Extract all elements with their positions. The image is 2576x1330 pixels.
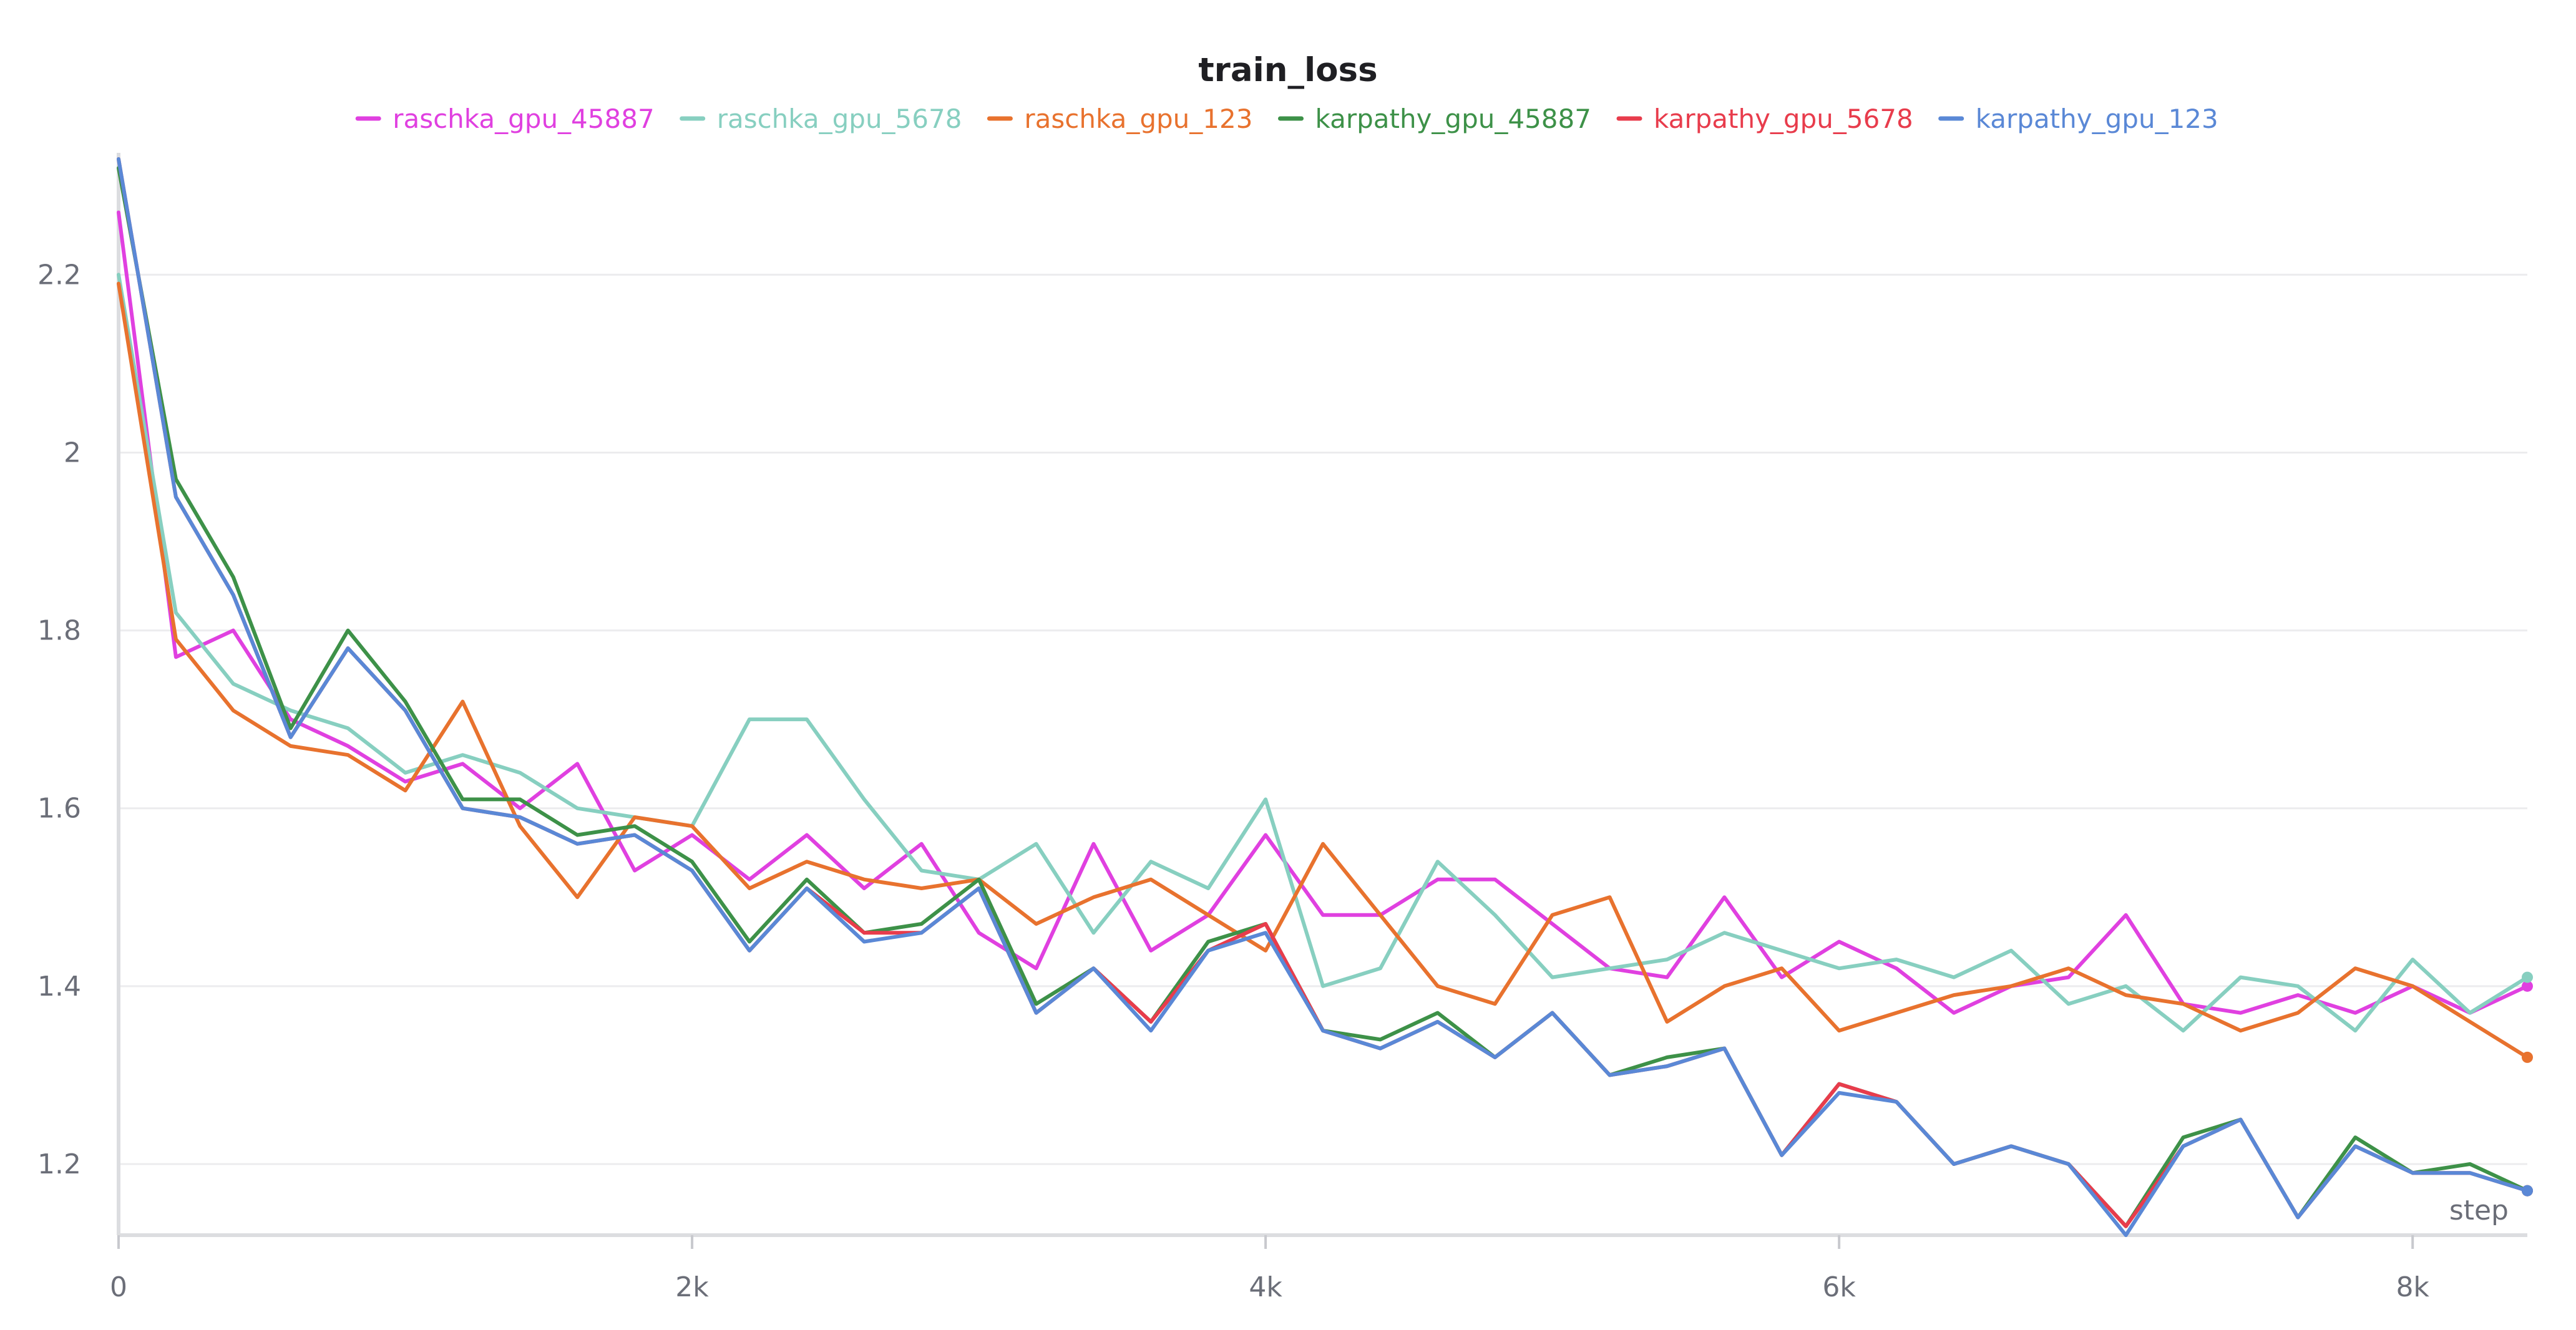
chart-title: train_loss <box>1198 51 1377 89</box>
legend-label: raschka_gpu_5678 <box>717 104 962 134</box>
legend: raschka_gpu_45887 raschka_gpu_5678 raschka… <box>355 104 2218 134</box>
series-end-point-raschka_gpu_45887 <box>2522 980 2533 992</box>
series-end-point-raschka_gpu_5678 <box>2522 971 2533 983</box>
grid-lines: 1.2 1.4 1.6 1.8 2 2.2 <box>37 259 2527 1180</box>
series-line-karpathy_gpu_45887 <box>117 166 2529 1228</box>
x-tick-label: 0 <box>110 1271 127 1303</box>
legend-item: karpathy_gpu_123 <box>1938 104 2218 134</box>
x-tick-label: 8k <box>2396 1271 2429 1303</box>
series-end-point-raschka_gpu_123 <box>2522 1051 2533 1063</box>
legend-label: karpathy_gpu_123 <box>1976 104 2218 134</box>
series-lines <box>117 157 2533 1237</box>
legend-label: karpathy_gpu_5678 <box>1654 104 1913 134</box>
series-end-point-karpathy_gpu_123 <box>2522 1185 2533 1197</box>
y-tick-label: 1.8 <box>37 615 81 647</box>
legend-item: karpathy_gpu_45887 <box>1278 104 1591 134</box>
legend-item: raschka_gpu_123 <box>987 104 1252 134</box>
legend-item: raschka_gpu_5678 <box>680 104 962 134</box>
legend-item: raschka_gpu_45887 <box>355 104 655 134</box>
x-tick-label: 2k <box>675 1271 709 1303</box>
series-line-raschka_gpu_123 <box>117 281 2529 1059</box>
series-line-raschka_gpu_45887 <box>117 210 2529 1015</box>
legend-label: karpathy_gpu_45887 <box>1315 104 1591 134</box>
x-tick-label: 6k <box>1822 1271 1856 1303</box>
series-line-raschka_gpu_5678 <box>117 273 2529 1033</box>
x-axis-label: step <box>2449 1195 2509 1226</box>
axes: 0 2k 4k 6k 8k <box>110 153 2527 1303</box>
y-tick-label: 1.6 <box>37 793 81 825</box>
y-tick-label: 1.4 <box>37 971 81 1002</box>
series-line-karpathy_gpu_123 <box>117 157 2529 1237</box>
legend-item: karpathy_gpu_5678 <box>1616 104 1913 134</box>
x-tick-label: 4k <box>1249 1271 1282 1303</box>
y-tick-label: 2 <box>64 437 81 468</box>
legend-label: raschka_gpu_123 <box>1024 104 1252 134</box>
legend-label: raschka_gpu_45887 <box>393 104 654 134</box>
y-tick-label: 2.2 <box>37 259 81 291</box>
y-tick-label: 1.2 <box>37 1148 81 1180</box>
series-line-karpathy_gpu_5678 <box>117 157 2529 1228</box>
